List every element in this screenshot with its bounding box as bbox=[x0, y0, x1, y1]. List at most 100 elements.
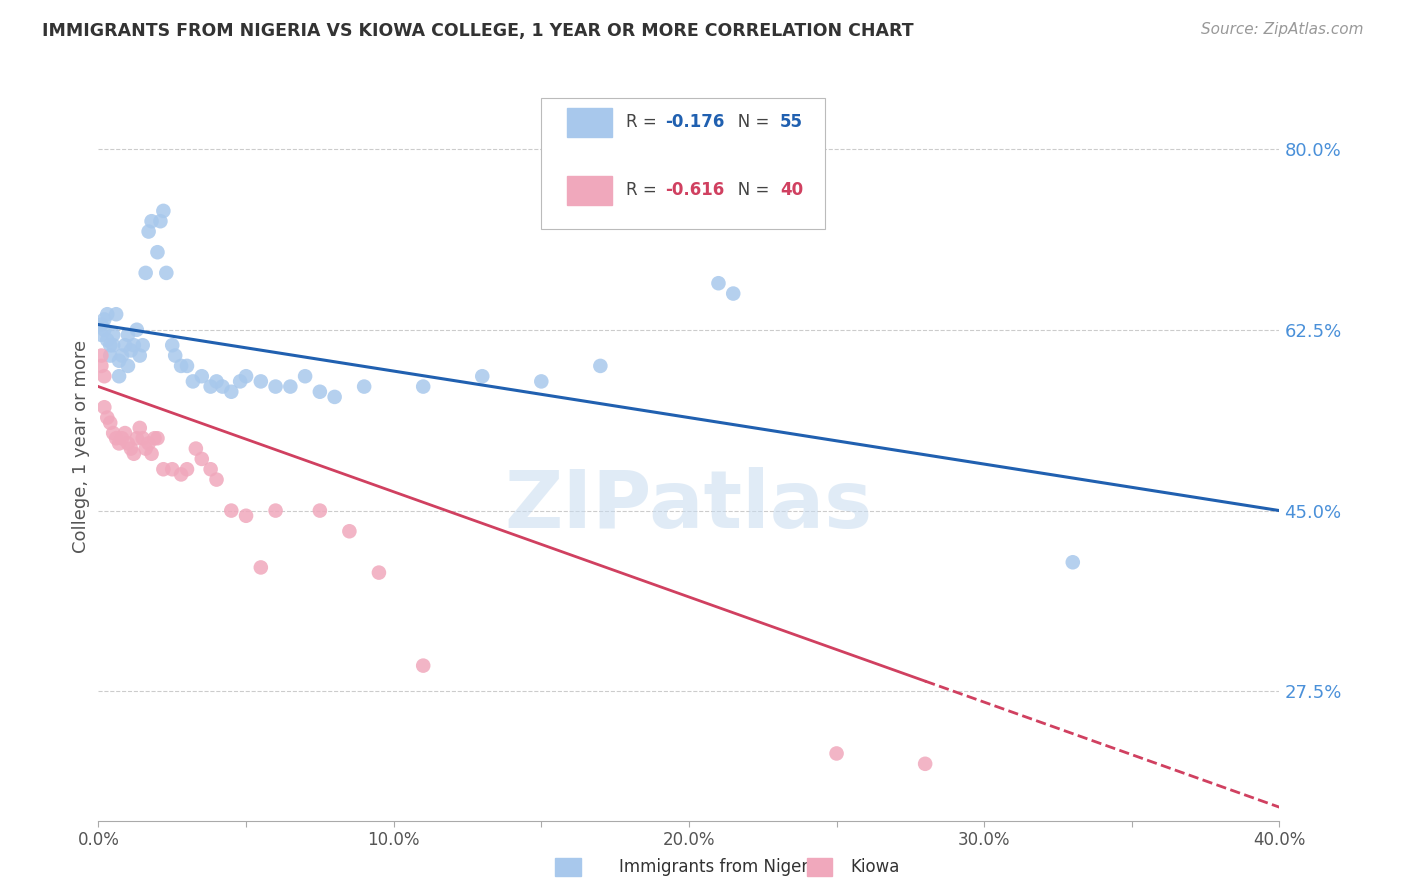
Point bbox=[93, 401, 115, 415]
Point bbox=[368, 566, 391, 580]
Point bbox=[141, 447, 163, 461]
Text: R =: R = bbox=[626, 113, 662, 131]
Point bbox=[128, 421, 150, 435]
Point bbox=[184, 442, 207, 456]
Point bbox=[309, 384, 332, 399]
Point bbox=[108, 353, 131, 368]
Point bbox=[264, 379, 287, 393]
Point bbox=[723, 286, 745, 301]
Point bbox=[120, 442, 142, 456]
Point bbox=[170, 359, 193, 373]
Point bbox=[103, 338, 125, 352]
Text: 55: 55 bbox=[780, 113, 803, 131]
Point bbox=[111, 349, 134, 363]
Point bbox=[135, 266, 157, 280]
Point bbox=[914, 756, 936, 771]
Point bbox=[96, 333, 118, 347]
Bar bbox=[567, 177, 612, 205]
Text: Immigrants from Nigeria: Immigrants from Nigeria bbox=[619, 858, 823, 876]
Text: N =: N = bbox=[723, 181, 775, 200]
Point bbox=[90, 327, 112, 342]
Point bbox=[138, 225, 160, 239]
Point bbox=[93, 323, 115, 337]
Point bbox=[221, 503, 243, 517]
Text: Kiowa: Kiowa bbox=[851, 858, 900, 876]
Point bbox=[122, 338, 145, 352]
Point bbox=[412, 658, 434, 673]
Point bbox=[108, 369, 131, 384]
Point bbox=[111, 431, 134, 445]
Point bbox=[191, 369, 214, 384]
Point bbox=[181, 375, 204, 389]
Point bbox=[132, 431, 155, 445]
Point bbox=[90, 318, 112, 332]
Text: 40: 40 bbox=[780, 181, 803, 200]
Point bbox=[135, 442, 157, 456]
Point bbox=[412, 379, 434, 393]
Point bbox=[96, 410, 118, 425]
Text: -0.616: -0.616 bbox=[665, 181, 724, 200]
Point bbox=[117, 327, 139, 342]
Point bbox=[176, 462, 198, 476]
Point bbox=[103, 327, 125, 342]
Point bbox=[170, 467, 193, 482]
Point bbox=[200, 462, 222, 476]
Point bbox=[176, 359, 198, 373]
Point bbox=[149, 214, 172, 228]
FancyBboxPatch shape bbox=[541, 97, 825, 228]
Point bbox=[105, 307, 128, 321]
Point bbox=[117, 436, 139, 450]
Point bbox=[90, 359, 112, 373]
Point bbox=[471, 369, 494, 384]
Point bbox=[221, 384, 243, 399]
Point bbox=[235, 369, 257, 384]
Text: IMMIGRANTS FROM NIGERIA VS KIOWA COLLEGE, 1 YEAR OR MORE CORRELATION CHART: IMMIGRANTS FROM NIGERIA VS KIOWA COLLEGE… bbox=[42, 22, 914, 40]
Point bbox=[108, 436, 131, 450]
Point bbox=[114, 338, 136, 352]
Point bbox=[96, 307, 118, 321]
Point bbox=[105, 431, 128, 445]
Point bbox=[353, 379, 375, 393]
Text: ZIPatlas: ZIPatlas bbox=[505, 467, 873, 545]
Point bbox=[103, 426, 125, 441]
Point bbox=[280, 379, 302, 393]
Point bbox=[98, 416, 121, 430]
Point bbox=[90, 349, 112, 363]
Point bbox=[250, 375, 273, 389]
Point bbox=[93, 369, 115, 384]
Point bbox=[825, 747, 848, 761]
Point bbox=[117, 359, 139, 373]
Point bbox=[93, 312, 115, 326]
Point bbox=[122, 447, 145, 461]
Point bbox=[132, 338, 155, 352]
Text: Source: ZipAtlas.com: Source: ZipAtlas.com bbox=[1201, 22, 1364, 37]
Point bbox=[294, 369, 316, 384]
Point bbox=[152, 462, 174, 476]
Point bbox=[339, 524, 361, 539]
Point bbox=[229, 375, 252, 389]
Point bbox=[205, 375, 228, 389]
Point bbox=[120, 343, 142, 358]
Point bbox=[146, 431, 169, 445]
Point bbox=[1062, 555, 1084, 569]
Bar bbox=[567, 108, 612, 136]
Point bbox=[98, 349, 121, 363]
Point bbox=[530, 375, 553, 389]
Point bbox=[98, 338, 121, 352]
Point bbox=[114, 426, 136, 441]
Y-axis label: College, 1 year or more: College, 1 year or more bbox=[72, 340, 90, 552]
Point bbox=[138, 436, 160, 450]
Point bbox=[264, 503, 287, 517]
Point bbox=[707, 277, 730, 291]
Point bbox=[205, 473, 228, 487]
Point bbox=[200, 379, 222, 393]
Point bbox=[125, 323, 148, 337]
Point bbox=[309, 503, 332, 517]
Point bbox=[250, 560, 273, 574]
Point bbox=[235, 508, 257, 523]
Point bbox=[141, 214, 163, 228]
Text: -0.176: -0.176 bbox=[665, 113, 724, 131]
Point bbox=[155, 266, 177, 280]
Point bbox=[323, 390, 346, 404]
Point bbox=[162, 338, 183, 352]
